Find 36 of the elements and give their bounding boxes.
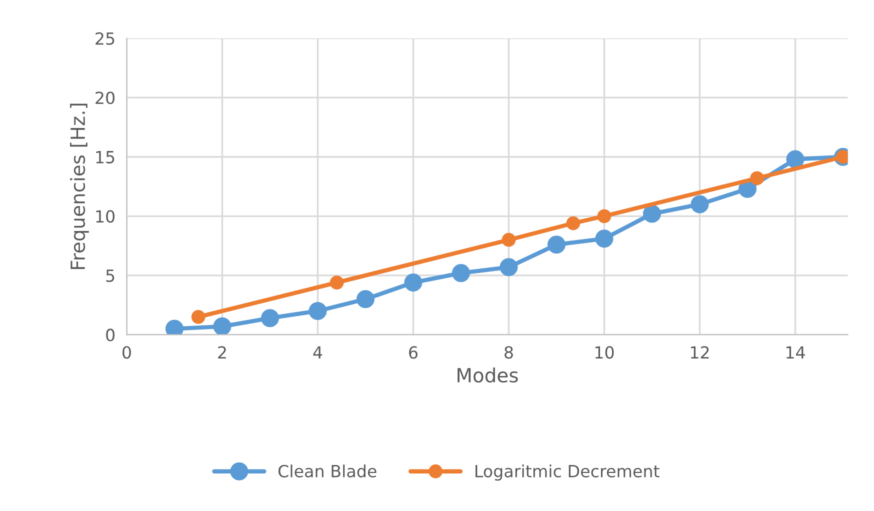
x-tick-label: 4 bbox=[313, 346, 322, 358]
y-tick-label: 15 bbox=[96, 151, 114, 164]
x-tick-label: 6 bbox=[409, 346, 418, 359]
y-tick-label: 5 bbox=[106, 270, 114, 282]
point bbox=[597, 209, 612, 224]
y-tick-label: 20 bbox=[96, 92, 115, 104]
point bbox=[566, 216, 580, 230]
point bbox=[642, 204, 662, 223]
point bbox=[330, 276, 344, 290]
y-axis-title: Frequencies [Hz.] bbox=[70, 104, 89, 270]
x-axis-title: Modes bbox=[458, 368, 518, 383]
point bbox=[786, 150, 804, 168]
point bbox=[356, 290, 375, 308]
x-tick-label: 0 bbox=[122, 346, 131, 359]
x-tick-label: 12 bbox=[690, 346, 709, 358]
point bbox=[595, 230, 614, 248]
point bbox=[547, 236, 566, 254]
x-tick-label: 10 bbox=[595, 346, 614, 359]
legend-label: Clean Blade bbox=[278, 464, 376, 478]
point bbox=[750, 171, 764, 186]
point bbox=[308, 302, 327, 320]
x-tick-label: 8 bbox=[504, 346, 513, 359]
point bbox=[260, 309, 280, 328]
point bbox=[213, 317, 232, 335]
x-tick-label: 14 bbox=[786, 346, 805, 358]
point bbox=[452, 264, 470, 282]
point bbox=[502, 232, 516, 247]
y-tick-label: 25 bbox=[96, 32, 114, 45]
point bbox=[690, 195, 709, 214]
x-tick-label: 2 bbox=[218, 346, 226, 358]
point bbox=[191, 310, 206, 324]
point bbox=[500, 258, 518, 276]
legend-label: Logaritmic Decrement bbox=[476, 464, 660, 481]
y-tick-label: 10 bbox=[96, 210, 115, 223]
point bbox=[404, 274, 422, 292]
y-tick-label: 0 bbox=[106, 328, 115, 342]
